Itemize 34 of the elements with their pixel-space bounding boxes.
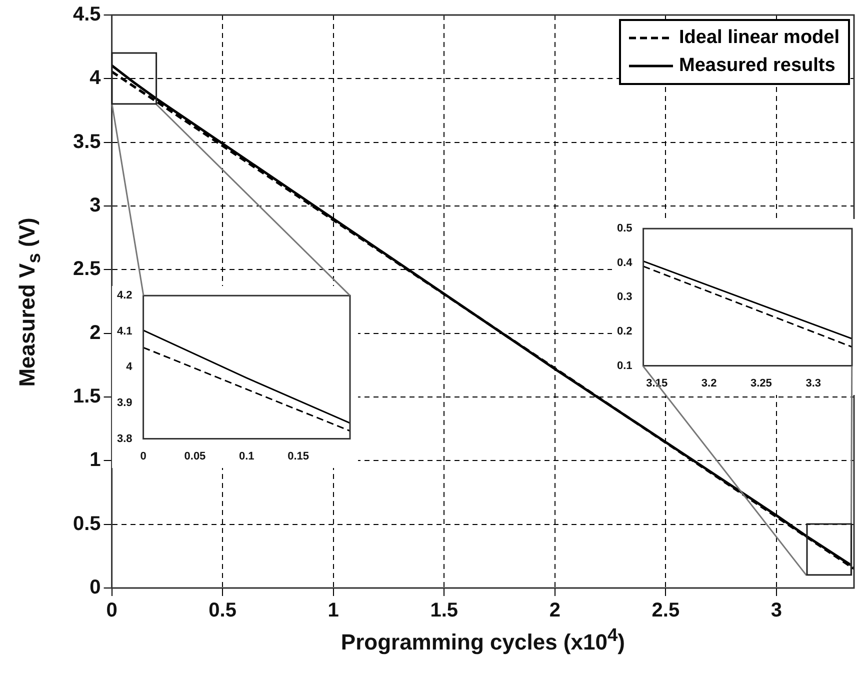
x-tick-label: 0.5 [208,600,236,622]
y-tick-label: 0.4 [616,256,634,269]
y-tick-label: 3 [90,194,101,217]
y-tick-label: 0.1 [616,360,632,372]
x-tick-label: 2 [549,600,560,622]
x-tick-label: 3.3 [806,377,822,390]
y-tick-label: 0.5 [616,222,632,235]
x-tick-label: 1 [328,600,339,622]
y-tick-label: 4 [126,361,134,374]
y-tick-label: 4.2 [116,290,132,302]
y-tick-label: 4.1 [116,325,132,338]
y-tick-label: 3.8 [116,432,132,445]
y-tick-label: 0.2 [616,326,632,338]
x-tick-label: 1.5 [430,600,458,622]
y-tick-label: 4.5 [72,4,101,26]
y-tick-label: 4 [90,67,102,90]
y-tick-label: 2.5 [72,258,101,280]
x-tick-label: 0.05 [184,450,206,462]
y-tick-label: 0.5 [72,512,101,535]
x-tick-label: 0.1 [238,450,254,462]
y-tick-label: 0 [90,576,101,599]
y-tick-label: 3.5 [72,130,101,153]
x-tick-label: 0 [140,450,146,462]
y-tick-label: 0.3 [616,291,632,304]
x-axis-title: Programming cycles (x10$^{4}$) [340,624,625,656]
x-tick-label: 3.2 [701,377,717,390]
x-tick-label: 3 [770,600,782,622]
x-tick-label: 2.5 [652,600,680,622]
legend-label: Measured results [679,54,836,78]
x-tick-label: 3.25 [750,377,772,390]
y-tick-label: 2 [90,322,101,344]
x-tick-label: 0.15 [288,450,310,462]
legend-label: Ideal linear model [679,26,840,50]
y-tick-label: 3.9 [116,397,132,410]
